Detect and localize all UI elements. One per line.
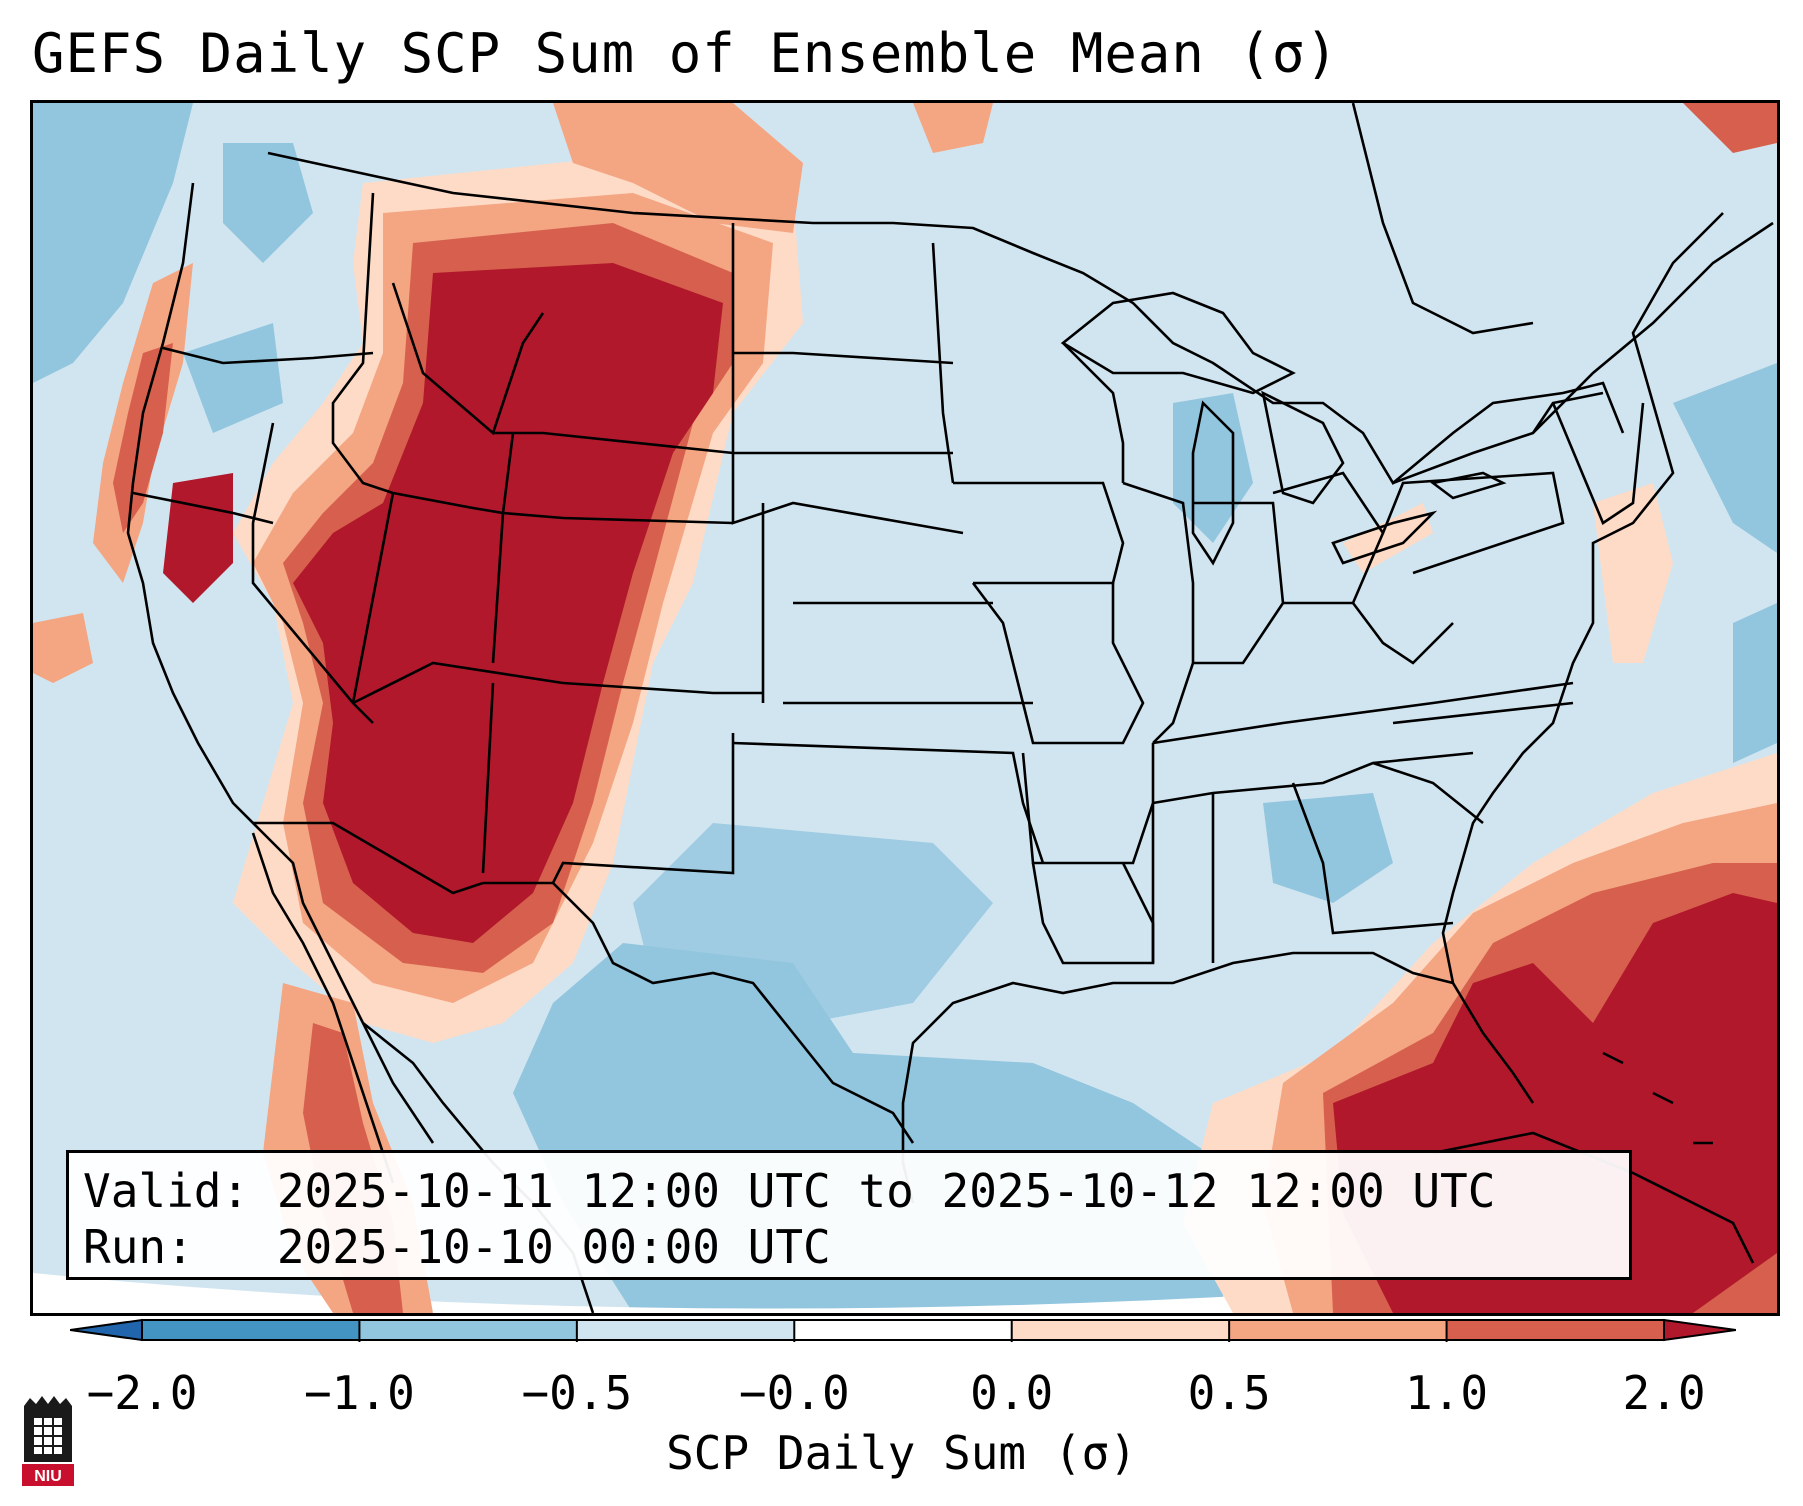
colorbar-bin [576, 1320, 795, 1340]
lake-huron [1261, 390, 1345, 505]
state-line-or-ca [132, 491, 274, 525]
state-line-wy-ne [731, 453, 964, 535]
pacific-nw-coast-core [113, 343, 173, 533]
us-canada-border [267, 151, 1625, 485]
state-line-mn [931, 242, 955, 484]
colorbar-tick-label: −0.5 [521, 1366, 633, 1420]
colorbar-outline [141, 1319, 1665, 1341]
pacific-blue-zone [33, 103, 193, 383]
map-panel [30, 100, 1780, 1316]
state-line-va-nc [1392, 701, 1574, 725]
boundaries-layer [126, 103, 1774, 1313]
canada-patch [913, 103, 993, 153]
niu-logo-icon: NIU [22, 1396, 74, 1486]
pacific-blue-zone [223, 143, 313, 263]
state-line-ut-co [491, 512, 505, 664]
state-line-ga [1291, 782, 1454, 935]
colorbar-tick-label: −2.0 [86, 1366, 198, 1420]
atlantic-blue-zone [1733, 603, 1777, 763]
hudson-bay-edge [1351, 103, 1534, 335]
southeast-blue-zone [1263, 793, 1393, 903]
colorbar-tick-label: 0.0 [970, 1366, 1054, 1420]
texas-blue-zone [633, 823, 993, 1033]
northeast-coast [1593, 483, 1673, 663]
state-line-nd-sd [733, 351, 954, 365]
colorbar-tick-label: 0.5 [1187, 1366, 1271, 1420]
lake-erie [1331, 510, 1438, 565]
colorbar-label: SCP Daily Sum (σ) [666, 1426, 1137, 1480]
state-line-sc [1372, 761, 1484, 825]
montana-light [553, 103, 803, 233]
logo-text: NIU [34, 1468, 62, 1485]
state-line-new-england [1551, 402, 1645, 525]
state-line-la [1031, 862, 1155, 965]
colorbar-bin [794, 1320, 1013, 1340]
state-line-ok-tx [732, 741, 1045, 864]
state-line-wv [1351, 602, 1454, 665]
state-line-id [331, 192, 394, 495]
pacific-coastline [126, 182, 435, 1144]
cuba-coast [1432, 1131, 1755, 1264]
colorbar-tick-label: 1.0 [1405, 1366, 1489, 1420]
colorbar-tick-label: −1.0 [304, 1366, 415, 1420]
west-core [293, 263, 723, 943]
valid-time-text: Valid: 2025-10-11 12:00 UTC to 2025-10-1… [83, 1164, 1496, 1218]
state-line-mt-wy [493, 431, 734, 455]
state-line-ms-al [1152, 751, 1474, 805]
state-line-wi [1062, 342, 1125, 483]
colorbar [70, 1318, 1736, 1342]
state-line-wa-or [162, 346, 374, 365]
nw-california-core [163, 473, 233, 603]
state-line-mo [971, 582, 1145, 745]
state-line-ky-tn [1152, 681, 1574, 745]
lake-erie-patch [1343, 503, 1433, 573]
colorbar-bin [1229, 1320, 1448, 1340]
colorbar-bin [1446, 1320, 1665, 1340]
gulf-coastline [901, 951, 1454, 1204]
run-time-text: Run: 2025-10-10 00:00 UTC [83, 1220, 831, 1274]
baja-peninsula [251, 832, 395, 1184]
canada-east-patch [1683, 103, 1777, 153]
colorbar-extend-low [70, 1318, 143, 1342]
state-line-ar [1021, 743, 1155, 865]
colorbar-tick-label: 2.0 [1622, 1366, 1706, 1420]
pacific-blue-zone [183, 323, 283, 433]
offshore-cell [33, 613, 93, 683]
colorbar-bin [142, 1320, 360, 1340]
colorbar-bin [1011, 1320, 1230, 1340]
bahamas [1602, 1051, 1713, 1145]
state-line-wy-co [502, 511, 734, 525]
state-line-ut-wy [392, 432, 515, 515]
state-line-il [1122, 481, 1195, 744]
state-line-ca-nv [251, 422, 374, 724]
atlantic-blue-zone [1673, 363, 1777, 553]
colorbar-bin [359, 1320, 578, 1340]
state-line-ia [953, 481, 1125, 585]
state-line-co-nm [562, 681, 763, 695]
state-line-nv-ut [351, 492, 395, 704]
state-line-nm-tx [483, 733, 735, 885]
state-line-ny [1392, 391, 1604, 485]
st-lawrence [1532, 221, 1774, 434]
colorbar-tick-label: −0.0 [738, 1366, 850, 1420]
us-mexico-border [552, 882, 915, 1144]
lake-superior [1060, 291, 1296, 395]
chart-title: GEFS Daily SCP Sum of Ensemble Mean (σ) [32, 22, 1339, 85]
colorbar-extend-high [1663, 1318, 1736, 1342]
state-line-ut-az [352, 661, 564, 705]
state-line-pa [1381, 471, 1565, 575]
lake-ontario [1429, 471, 1507, 500]
valid-run-infobox: Valid: 2025-10-11 12:00 UTC to 2025-10-1… [66, 1150, 1632, 1280]
colorbar-bins [70, 1318, 1736, 1342]
state-line-az-nm [481, 682, 495, 874]
state-line-az-mex [253, 821, 484, 895]
lake-michigan [1191, 400, 1235, 566]
map-canvas [33, 103, 1777, 1313]
